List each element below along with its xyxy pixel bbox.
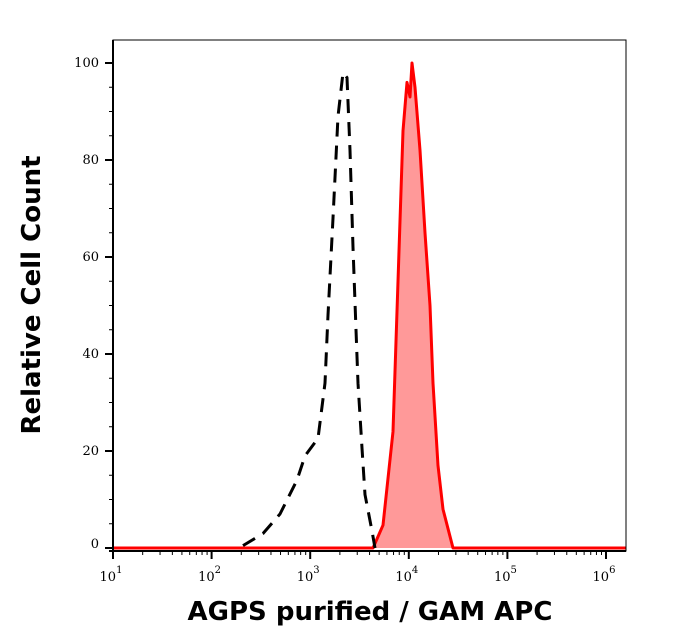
y-tick-label: 80 xyxy=(82,153,99,168)
plot-frame xyxy=(112,39,627,552)
x-axis-label: AGPS purified / GAM APC xyxy=(188,597,553,627)
y-tick-label: 60 xyxy=(82,250,99,265)
x-tick-label: 104 xyxy=(395,565,418,585)
x-tick-label: 106 xyxy=(593,565,616,585)
y-tick-label: 100 xyxy=(74,56,99,71)
x-tick-label: 103 xyxy=(297,565,320,585)
series-line-isotype-control xyxy=(242,71,377,549)
x-tick-label: 105 xyxy=(494,565,517,585)
series-fill-agps-purified xyxy=(113,63,626,548)
y-tick-label: 20 xyxy=(82,444,99,459)
y-axis-label: Relative Cell Count xyxy=(17,155,47,434)
series-line-agps-purified xyxy=(113,61,626,550)
x-tick-label: 102 xyxy=(198,565,221,585)
x-tick-label: 101 xyxy=(100,565,123,585)
y-tick-label: 0 xyxy=(91,537,99,552)
y-tick-label: 40 xyxy=(82,347,99,362)
